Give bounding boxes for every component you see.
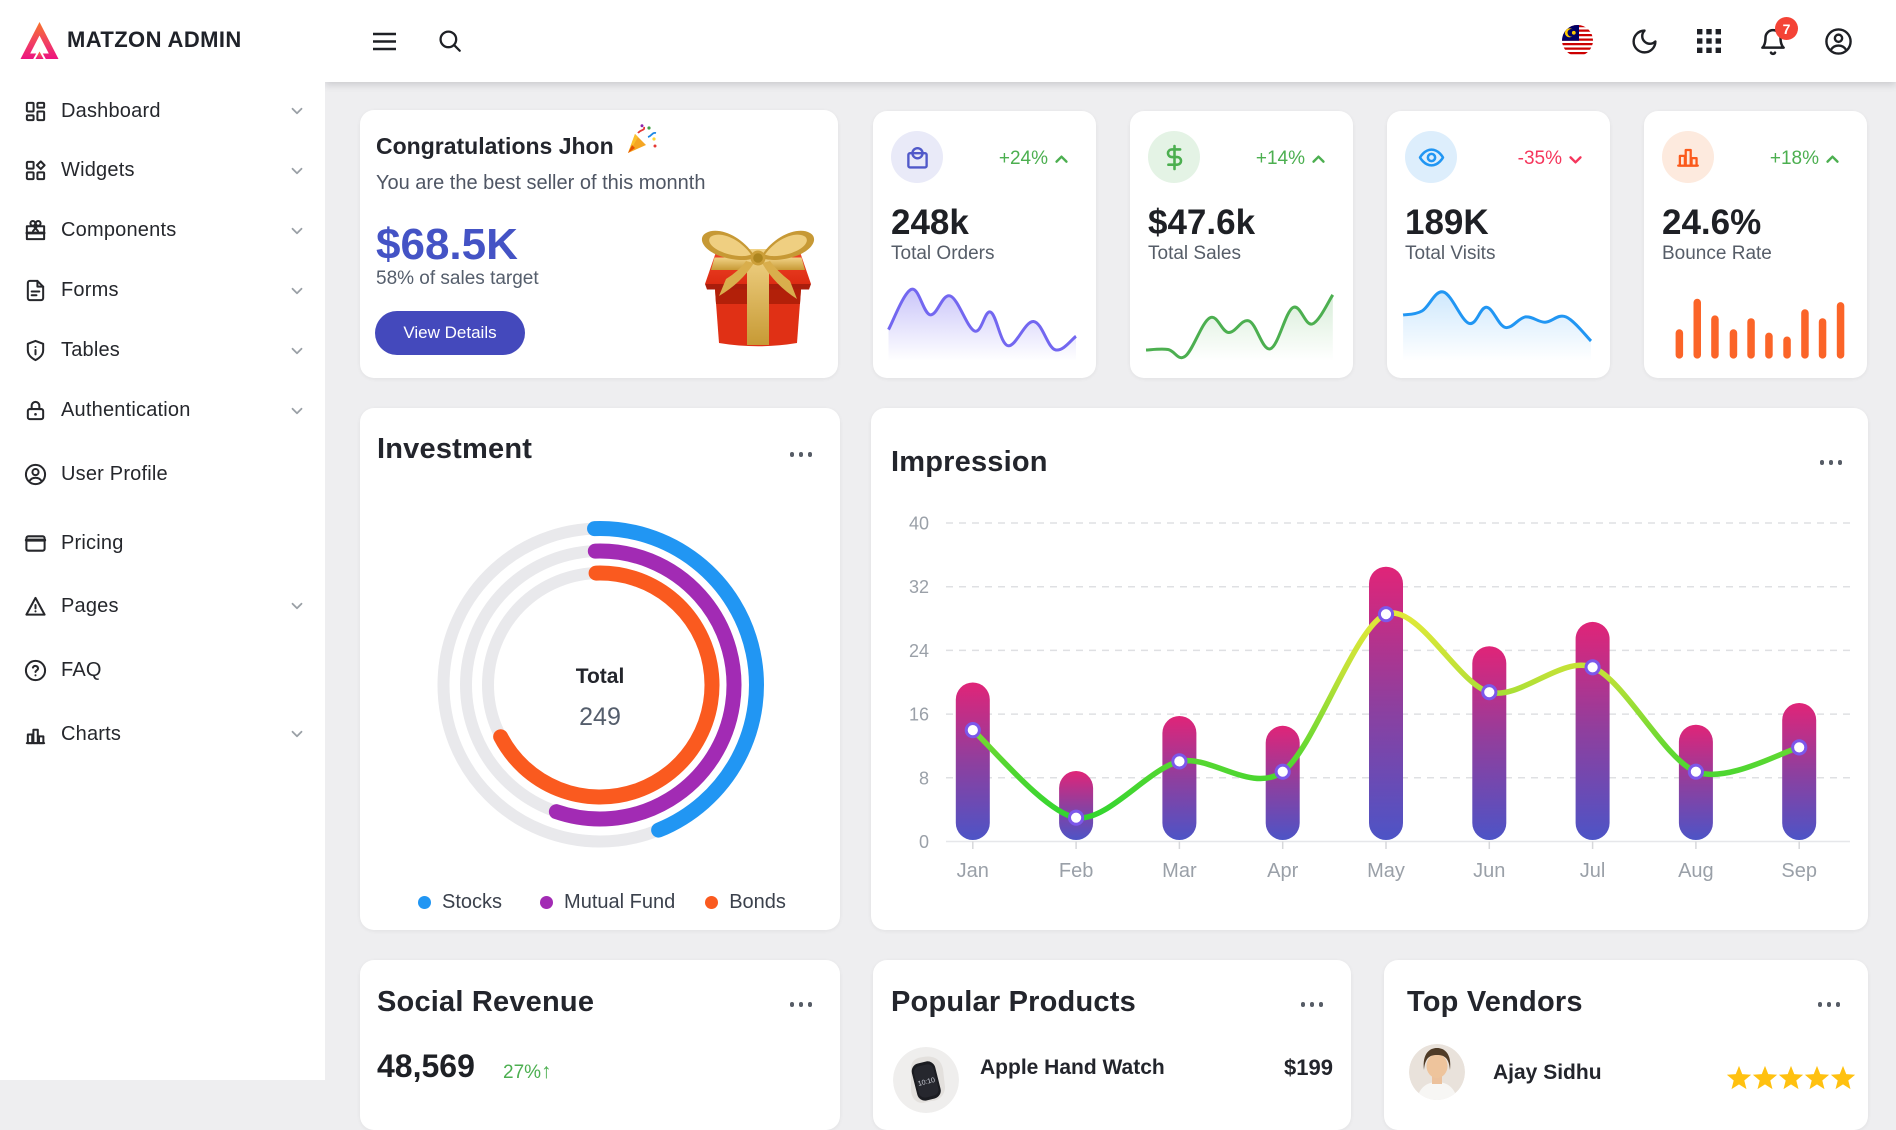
svg-text:32: 32 (909, 577, 929, 597)
svg-text:Apr: Apr (1267, 860, 1298, 882)
svg-text:Mar: Mar (1162, 860, 1197, 882)
svg-text:Feb: Feb (1059, 860, 1093, 882)
svg-text:Jun: Jun (1473, 860, 1505, 882)
svg-text:24: 24 (909, 641, 929, 661)
svg-text:40: 40 (909, 514, 929, 534)
svg-text:8: 8 (919, 768, 929, 788)
svg-text:Jul: Jul (1580, 860, 1606, 882)
svg-text:May: May (1367, 860, 1405, 882)
svg-text:16: 16 (909, 705, 929, 725)
svg-text:0: 0 (919, 832, 929, 852)
svg-text:Sep: Sep (1781, 860, 1817, 882)
svg-text:Aug: Aug (1678, 860, 1714, 882)
svg-text:Jan: Jan (957, 860, 989, 882)
